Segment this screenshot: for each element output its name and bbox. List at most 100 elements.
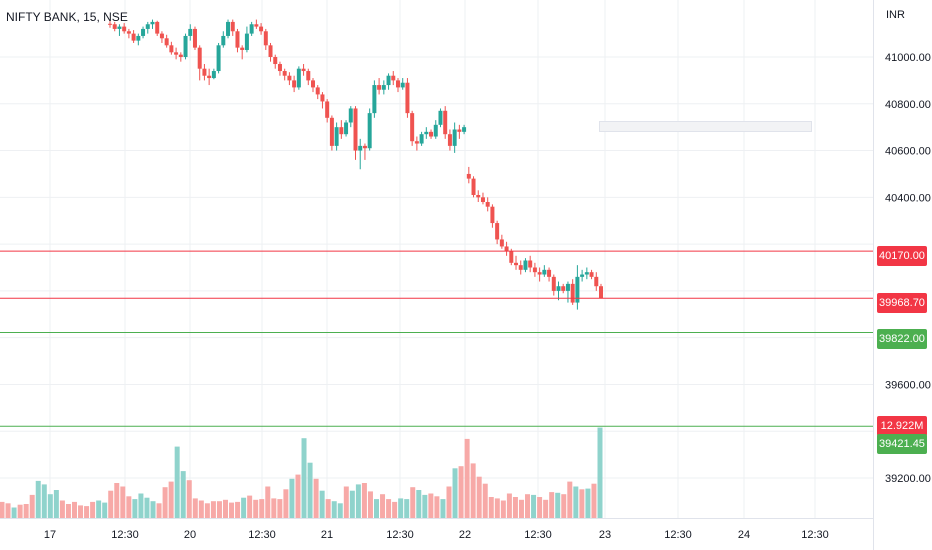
candle-body bbox=[542, 269, 547, 275]
volume-bar bbox=[301, 438, 307, 518]
time-axis-label: 12:30 bbox=[248, 529, 276, 541]
candle-body bbox=[348, 108, 353, 123]
volume-bar bbox=[71, 501, 77, 518]
volume-bar bbox=[96, 500, 102, 518]
volume-bar bbox=[579, 489, 585, 518]
volume-bar bbox=[500, 500, 506, 518]
horizontal-price-lines bbox=[0, 250, 873, 427]
volume-bar bbox=[144, 497, 150, 518]
candle-body bbox=[249, 24, 254, 34]
volume-bar bbox=[90, 501, 96, 518]
price-axis-label: 39600.00 bbox=[885, 379, 931, 391]
candle-body bbox=[150, 21, 155, 25]
volume-bar bbox=[253, 499, 259, 518]
volume-bar bbox=[585, 488, 591, 518]
volume-bar bbox=[506, 493, 512, 518]
price-axis-label: 41000.00 bbox=[885, 52, 931, 64]
volume-bar bbox=[518, 499, 524, 518]
candle-body bbox=[159, 33, 164, 39]
candle-body bbox=[268, 45, 273, 57]
candle-body bbox=[188, 28, 193, 36]
price-line-tag-39822[interactable]: 39822.00 bbox=[877, 329, 927, 349]
volume-bar bbox=[65, 504, 71, 518]
volume-bar bbox=[525, 494, 531, 518]
volume-bar bbox=[180, 471, 186, 518]
price-axis-label: 40600.00 bbox=[885, 146, 931, 158]
candle-body bbox=[117, 26, 122, 29]
candle-body bbox=[405, 82, 410, 114]
candle-body bbox=[174, 52, 179, 55]
range-highlight-box bbox=[599, 121, 812, 132]
volume-bar bbox=[150, 501, 156, 518]
volume-bar bbox=[476, 476, 482, 518]
time-axis-label: 12:30 bbox=[664, 529, 692, 541]
candle-body bbox=[532, 267, 537, 273]
candle-body bbox=[462, 127, 467, 132]
candle-body bbox=[216, 45, 221, 72]
symbol-title[interactable]: NIFTY BANK, 15, NSE bbox=[6, 10, 128, 24]
volume-bar bbox=[512, 497, 518, 518]
candle-body bbox=[452, 129, 457, 146]
volume-bar bbox=[192, 498, 198, 518]
candle-body bbox=[169, 45, 174, 53]
volume-bar bbox=[277, 499, 283, 518]
candle-body bbox=[292, 80, 297, 88]
candle-body bbox=[476, 194, 481, 198]
volume-bar bbox=[398, 498, 404, 518]
volume-bar bbox=[355, 484, 361, 518]
candle-body bbox=[178, 54, 183, 57]
volume-bar bbox=[5, 503, 11, 518]
volume-bar bbox=[307, 462, 313, 518]
volume-bar bbox=[23, 504, 29, 518]
volume-bar bbox=[35, 480, 41, 518]
volume-bar bbox=[53, 490, 59, 518]
candle-body bbox=[433, 124, 438, 137]
volume-bar bbox=[488, 497, 494, 518]
volume-bar bbox=[573, 486, 579, 518]
volume-bar bbox=[597, 427, 603, 518]
volume-bar bbox=[367, 491, 373, 518]
candle-body bbox=[259, 26, 264, 32]
candle-body bbox=[570, 283, 575, 303]
candle-body bbox=[447, 134, 452, 146]
volume-bar bbox=[265, 486, 271, 518]
volume-bar bbox=[29, 494, 35, 518]
volume-bar bbox=[0, 501, 5, 518]
candle-body bbox=[556, 286, 561, 291]
volume-bar bbox=[555, 492, 561, 518]
volume-bar bbox=[404, 499, 410, 518]
candle-body bbox=[244, 33, 249, 50]
candle-body bbox=[183, 35, 188, 57]
time-axis-label: 12:30 bbox=[801, 529, 829, 541]
candle-body bbox=[471, 178, 476, 195]
volume-bar bbox=[458, 466, 464, 518]
candle-body bbox=[164, 38, 169, 46]
price-line-tag-39421[interactable]: 39421.45 bbox=[877, 434, 927, 454]
candle-body bbox=[226, 21, 231, 36]
volume-bar bbox=[186, 480, 192, 518]
candle-body bbox=[561, 286, 566, 291]
volume-bar bbox=[543, 499, 549, 518]
volume-bar bbox=[162, 487, 168, 518]
candle-body bbox=[514, 262, 519, 266]
candle-body bbox=[523, 260, 528, 270]
candle-body bbox=[400, 82, 405, 88]
candle-body bbox=[367, 113, 372, 149]
candle-body bbox=[414, 141, 419, 144]
price-axis-border bbox=[873, 0, 874, 550]
volume-bar bbox=[17, 504, 23, 518]
volume-bar bbox=[84, 506, 90, 518]
volume-bar bbox=[434, 496, 440, 518]
volume-bar bbox=[120, 486, 126, 518]
candle-body bbox=[306, 71, 311, 81]
candle-body bbox=[537, 272, 542, 275]
candle-body bbox=[395, 80, 400, 88]
candle-body bbox=[141, 28, 146, 36]
volume-bar bbox=[313, 478, 319, 518]
volume-bar bbox=[222, 499, 228, 518]
last-price-tag: 39968.70 bbox=[877, 293, 927, 313]
volume-bar bbox=[392, 501, 398, 518]
candle-body bbox=[211, 71, 216, 79]
price-line-tag-40170[interactable]: 40170.00 bbox=[877, 246, 927, 266]
